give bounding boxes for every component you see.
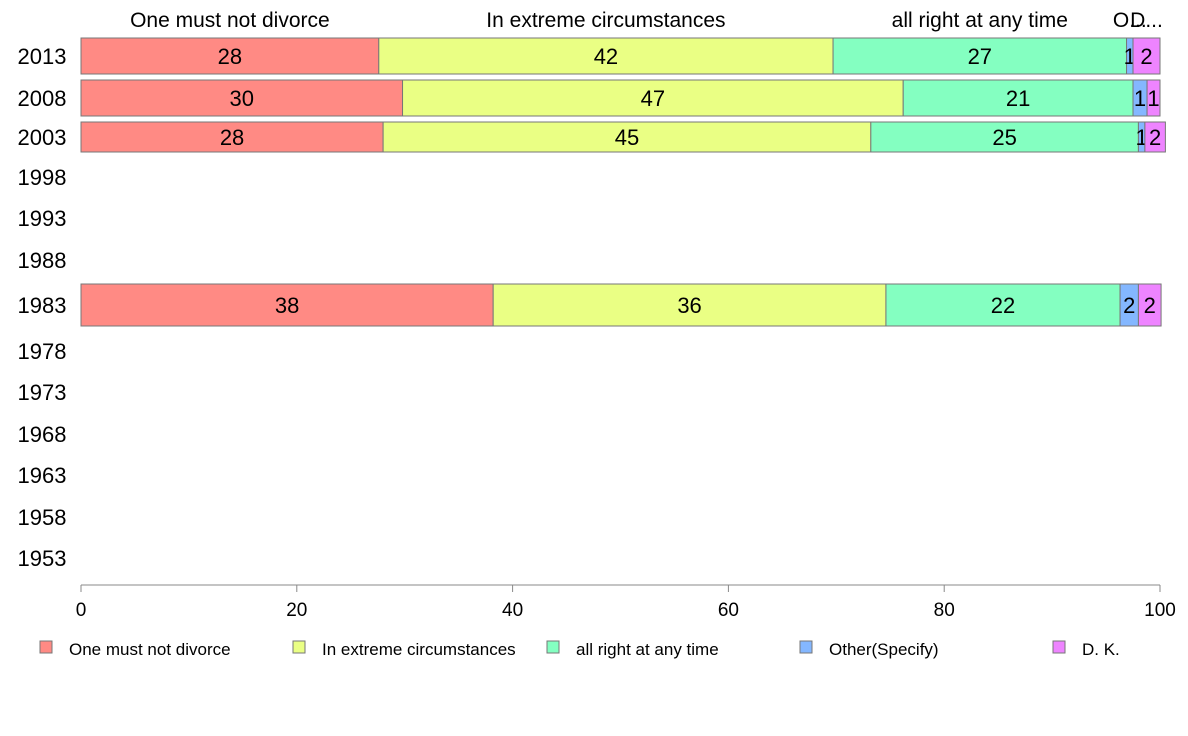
- bar-value-label: 2: [1144, 293, 1156, 318]
- legend-swatch: [799, 640, 813, 654]
- bar-segment: [1146, 79, 1161, 117]
- bar-segment: [902, 79, 1134, 117]
- category-label: 2008: [18, 86, 67, 111]
- series-header-label: all right at any time: [892, 9, 1068, 32]
- bar-value-label: 28: [220, 125, 244, 150]
- bar-segment: [80, 79, 404, 117]
- legend-label: In extreme circumstances: [322, 640, 516, 659]
- bar-segment: [492, 283, 887, 327]
- category-label: 1963: [18, 463, 67, 488]
- bar-value-label: 45: [615, 125, 639, 150]
- bar-segment: [382, 121, 872, 153]
- bar-value-label: 25: [992, 125, 1016, 150]
- legend-label: One must not divorce: [69, 640, 231, 659]
- series-header-label: One must not divorce: [130, 9, 330, 32]
- legend-swatch: [546, 640, 560, 654]
- series-header-label: In extreme circumstances: [486, 9, 725, 32]
- legend-label: all right at any time: [576, 640, 719, 659]
- bar-segment: [870, 121, 1139, 153]
- x-tick-label: 80: [934, 600, 955, 621]
- bar-value-label: 30: [230, 86, 254, 111]
- legend-swatch: [39, 640, 53, 654]
- legend-label: Other(Specify): [829, 640, 939, 659]
- bar-value-label: 38: [275, 293, 299, 318]
- category-label: 2013: [18, 44, 67, 69]
- series-header-label: D...: [1130, 9, 1163, 32]
- bar-segment: [378, 37, 834, 75]
- legend-swatch: [1052, 640, 1066, 654]
- category-label: 2003: [18, 125, 67, 150]
- x-tick-label: 40: [502, 600, 523, 621]
- bar-value-label: 1: [1147, 86, 1159, 111]
- legend-swatch: [292, 640, 306, 654]
- bar-value-label: 42: [594, 44, 618, 69]
- bar-value-label: 22: [991, 293, 1015, 318]
- category-label: 1993: [18, 206, 67, 231]
- bar-segment: [1132, 37, 1161, 75]
- bar-value-label: 28: [218, 44, 242, 69]
- legend-label: D. K.: [1082, 640, 1120, 659]
- bar-value-label: 27: [968, 44, 992, 69]
- x-tick-label: 100: [1144, 600, 1176, 621]
- bar-value-label: 1: [1134, 86, 1146, 111]
- category-label: 1968: [18, 422, 67, 447]
- bar-value-label: 47: [641, 86, 665, 111]
- x-tick-label: 0: [76, 600, 87, 621]
- category-label: 1973: [18, 380, 67, 405]
- series-header-label: O...: [1113, 9, 1147, 32]
- category-label: 1958: [18, 505, 67, 530]
- bar-value-label: 2: [1149, 125, 1161, 150]
- bar-value-label: 2: [1123, 293, 1135, 318]
- category-label: 1988: [18, 248, 67, 273]
- category-label: 1983: [18, 293, 67, 318]
- bar-segment: [1144, 121, 1166, 153]
- bar-value-label: 21: [1006, 86, 1030, 111]
- category-label: 1978: [18, 339, 67, 364]
- category-label: 1998: [18, 165, 67, 190]
- category-label: 1953: [18, 546, 67, 571]
- bar-segment: [1137, 283, 1162, 327]
- bar-value-label: 2: [1140, 44, 1152, 69]
- bar-segment: [402, 79, 904, 117]
- x-tick-label: 60: [718, 600, 739, 621]
- bar-segment: [885, 283, 1121, 327]
- bar-value-label: 36: [677, 293, 701, 318]
- x-tick-label: 20: [286, 600, 307, 621]
